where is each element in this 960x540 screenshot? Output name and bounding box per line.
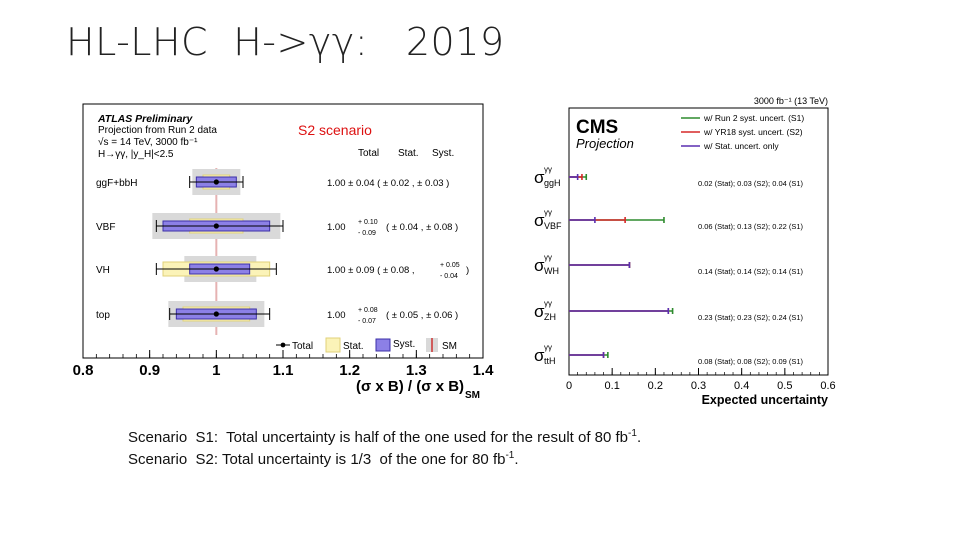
cms-row-label-sigma: σ bbox=[534, 211, 545, 230]
atlas-x-tick-label: 1.2 bbox=[339, 362, 360, 379]
atlas-central-point bbox=[213, 266, 219, 272]
atlas-legend-sm: SM bbox=[442, 341, 457, 352]
cms-x-tick-label: 0.1 bbox=[605, 380, 620, 392]
cms-row-label-sub: VBF bbox=[544, 221, 562, 231]
atlas-row-end: ) bbox=[466, 265, 469, 276]
atlas-row-label: top bbox=[96, 310, 110, 321]
cms-x-tick-label: 0.6 bbox=[820, 380, 835, 392]
cms-row-label-sub: ttH bbox=[544, 356, 556, 366]
cms-legend-entry: w/ Run 2 syst. uncert. (S1) bbox=[703, 113, 804, 123]
cms-x-tick-label: 0.4 bbox=[734, 380, 749, 392]
caption-s1-sup: -1 bbox=[628, 428, 637, 439]
cms-row-label-sub: WH bbox=[544, 266, 559, 276]
atlas-row-down: - 0.09 bbox=[358, 230, 376, 237]
cms-subtitle: Projection bbox=[576, 136, 634, 151]
atlas-column-header: Syst. bbox=[432, 148, 454, 159]
atlas-row-value: 1.00 bbox=[327, 222, 346, 233]
atlas-legend-stat: Stat. bbox=[343, 341, 364, 352]
cms-x-tick-label: 0 bbox=[566, 380, 572, 392]
atlas-row-rest: ( ± 0.05 , ± 0.06 ) bbox=[386, 310, 458, 321]
atlas-legend-total-marker bbox=[280, 342, 286, 348]
atlas-x-tick-label: 1 bbox=[212, 362, 220, 379]
atlas-header-line: Projection from Run 2 data bbox=[98, 125, 217, 136]
slide-title: HL-LHC H->γγ: 2019 bbox=[66, 20, 505, 64]
cms-row-values: 0.02 (Stat); 0.03 (S2); 0.04 (S1) bbox=[698, 179, 804, 188]
cms-row-label-sigma: σ bbox=[534, 346, 545, 365]
cms-row-label-sup: γγ bbox=[544, 253, 552, 262]
atlas-header-line: H→γγ, |y_H|<2.5 bbox=[98, 149, 174, 160]
caption-scenario-s1: Scenario S1: Total uncertainty is half o… bbox=[128, 428, 641, 446]
cms-row-label-sup: γγ bbox=[544, 165, 552, 174]
atlas-row-rest: ( ± 0.04 , ± 0.08 ) bbox=[386, 222, 458, 233]
atlas-row-down: - 0.04 bbox=[440, 273, 458, 280]
caption-s2-sup: -1 bbox=[505, 450, 515, 461]
caption-s1-end: . bbox=[636, 429, 642, 446]
atlas-row-up: + 0.10 bbox=[358, 219, 378, 226]
caption-s2-end: . bbox=[514, 451, 519, 468]
cms-row-label-sub: ZH bbox=[544, 312, 556, 322]
caption-s1-text: Scenario S1: Total uncertainty is half o… bbox=[128, 429, 629, 446]
atlas-x-axis-label: (σ x B) / (σ x B) bbox=[356, 378, 464, 395]
cms-legend-entry: w/ YR18 syst. uncert. (S2) bbox=[703, 127, 803, 137]
cms-x-axis-label: Expected uncertainty bbox=[702, 393, 828, 407]
caption-scenario-s2: Scenario S2: Total uncertainty is 1/3 of… bbox=[128, 450, 519, 468]
atlas-legend-syst: Syst. bbox=[393, 339, 415, 350]
atlas-legend-total: Total bbox=[292, 341, 313, 352]
atlas-x-tick-label: 1.4 bbox=[473, 362, 495, 379]
atlas-row-up: + 0.08 bbox=[358, 307, 378, 314]
cms-row-label-sub: ggH bbox=[544, 178, 561, 188]
atlas-column-header: Total bbox=[358, 148, 379, 159]
cms-lumi-label: 3000 fb⁻¹ (13 TeV) bbox=[754, 96, 828, 106]
atlas-legend-stat-swatch bbox=[325, 337, 341, 353]
atlas-row-values: 1.00 ± 0.04 ( ± 0.02 , ± 0.03 ) bbox=[327, 178, 449, 189]
atlas-row-label: VBF bbox=[96, 222, 115, 233]
atlas-central-point bbox=[213, 223, 219, 229]
atlas-row-up: + 0.05 bbox=[440, 262, 460, 269]
cms-title: CMS bbox=[576, 117, 618, 138]
atlas-central-point bbox=[213, 311, 219, 317]
cms-row-label-sigma: σ bbox=[534, 256, 545, 275]
atlas-row-label: VH bbox=[96, 265, 110, 276]
cms-row-values: 0.23 (Stat); 0.23 (S2); 0.24 (S1) bbox=[698, 313, 804, 322]
cms-legend-entry: w/ Stat. uncert. only bbox=[703, 141, 779, 151]
atlas-row-down: - 0.07 bbox=[358, 318, 376, 325]
atlas-central-point bbox=[213, 179, 219, 185]
cms-row-label-sigma: σ bbox=[534, 302, 545, 321]
cms-row-label-sup: γγ bbox=[544, 208, 552, 217]
atlas-header-line: √s = 14 TeV, 3000 fb⁻¹ bbox=[98, 136, 198, 148]
atlas-x-tick-label: 1.1 bbox=[273, 362, 294, 379]
cms-x-tick-label: 0.5 bbox=[777, 380, 792, 392]
cms-row-label-sup: γγ bbox=[544, 343, 552, 352]
atlas-x-tick-label: 1.3 bbox=[406, 362, 427, 379]
atlas-row-value: 1.00 bbox=[327, 310, 346, 321]
cms-row-label-sup: γγ bbox=[544, 299, 552, 308]
atlas-frame bbox=[82, 103, 484, 359]
atlas-row-label: ggF+bbH bbox=[96, 178, 137, 189]
atlas-legend-syst-swatch bbox=[375, 338, 391, 352]
atlas-x-tick-label: 0.9 bbox=[139, 362, 160, 379]
atlas-scenario-label: S2 scenario bbox=[298, 122, 372, 138]
cms-row-values: 0.08 (Stat); 0.08 (S2); 0.09 (S1) bbox=[698, 357, 804, 366]
cms-x-tick-label: 0.2 bbox=[648, 380, 663, 392]
atlas-x-axis-label-sub: SM bbox=[465, 390, 480, 401]
atlas-row-main: 1.00 ± 0.09 ( ± 0.08 , bbox=[327, 265, 415, 276]
atlas-header-line: ATLAS Preliminary bbox=[97, 113, 193, 125]
cms-frame bbox=[568, 107, 829, 376]
caption-s2-text: Scenario S2: Total uncertainty is 1/3 of… bbox=[128, 451, 506, 468]
atlas-column-header: Stat. bbox=[398, 148, 419, 159]
cms-row-values: 0.06 (Stat); 0.13 (S2); 0.22 (S1) bbox=[698, 222, 804, 231]
cms-x-tick-label: 0.3 bbox=[691, 380, 706, 392]
cms-row-label-sigma: σ bbox=[534, 168, 545, 187]
cms-row-values: 0.14 (Stat); 0.14 (S2); 0.14 (S1) bbox=[698, 267, 804, 276]
atlas-x-tick-label: 0.8 bbox=[73, 362, 94, 379]
